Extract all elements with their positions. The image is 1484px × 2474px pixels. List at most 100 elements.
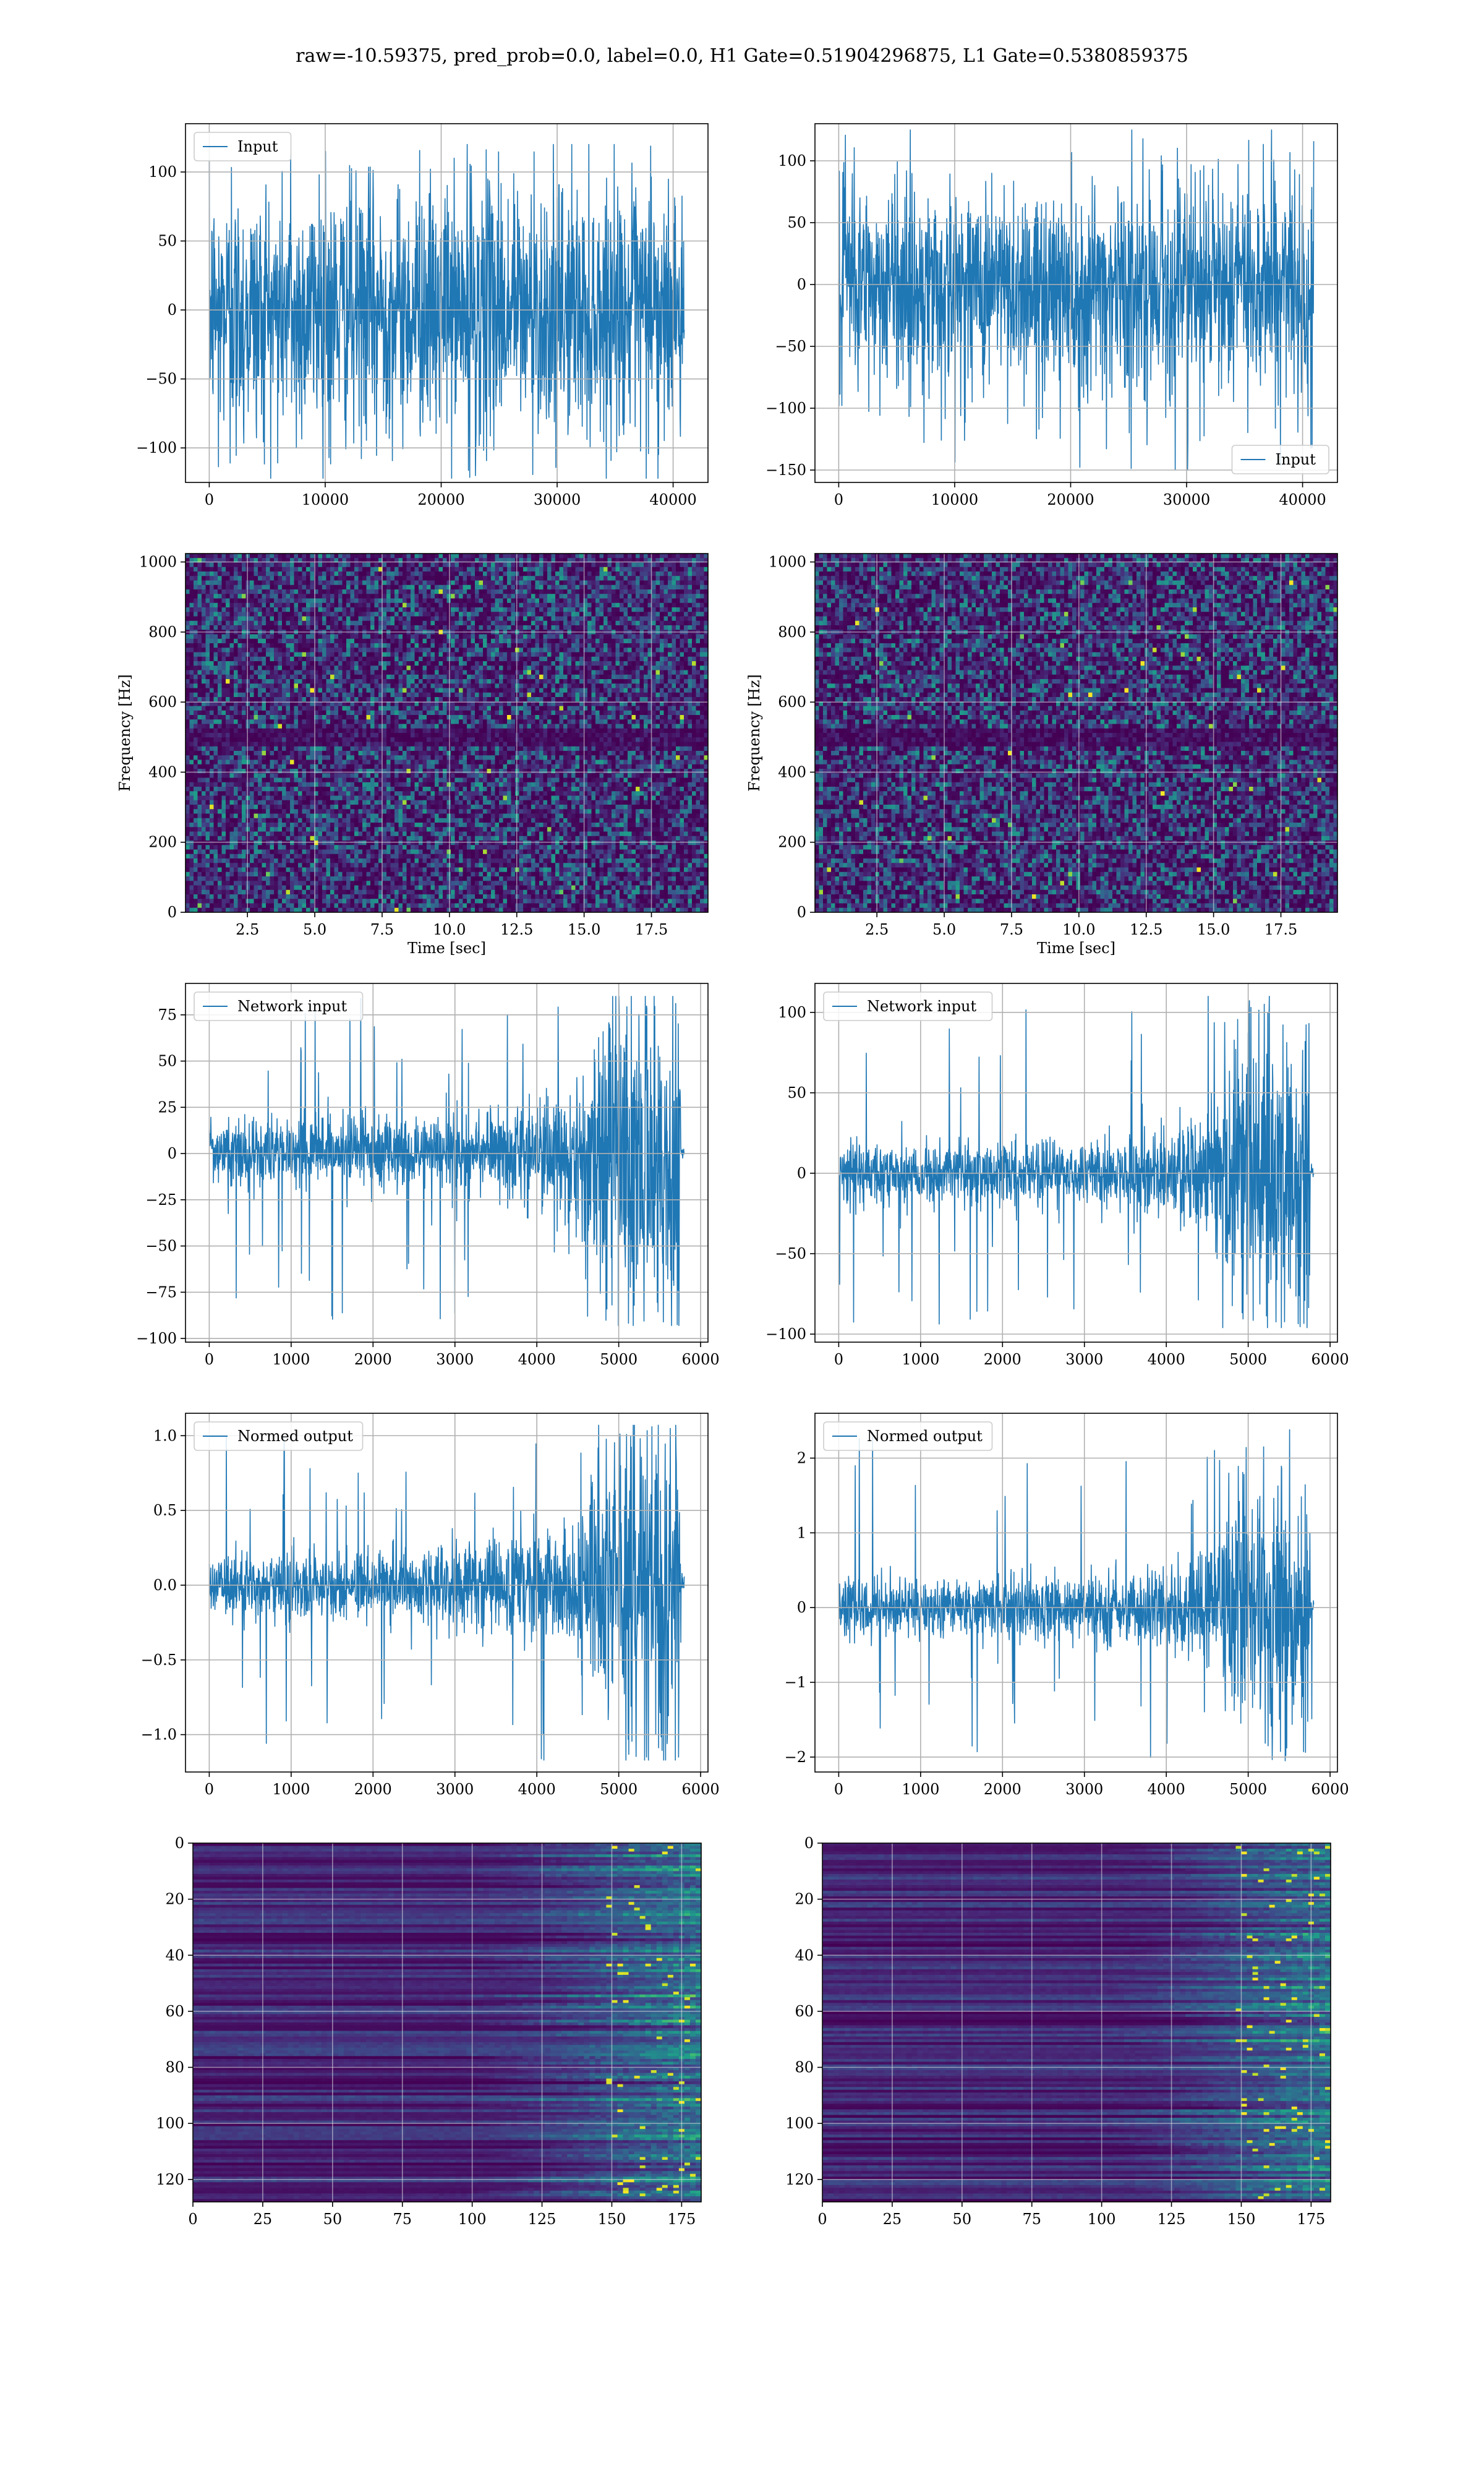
heatmap-cell [258,567,263,572]
heatmap-cell [612,607,616,612]
heatmap-cell [326,719,331,725]
heatmap-cell [551,715,556,720]
heatmap-cell [350,710,355,716]
heatmap-cell [274,616,279,622]
heatmap-cell [688,706,693,711]
heatmap-cell [386,710,391,716]
heatmap-cell [202,656,207,662]
heatmap-cell [704,594,708,599]
heatmap-cell [342,620,347,626]
heatmap-cell [266,661,271,666]
heatmap-cell [382,688,387,693]
heatmap-cell [382,620,387,626]
heatmap-cell [422,688,427,693]
heatmap-cell [202,643,207,648]
heatmap-cell [226,584,231,590]
heatmap-cell [262,616,267,622]
heatmap-cell [213,616,218,622]
heatmap-cell [189,670,194,675]
heatmap-cell [318,558,323,563]
heatmap-cell [258,584,263,590]
heatmap-cell [414,607,419,612]
heatmap-cell [495,554,500,559]
heatmap-cell [234,576,239,581]
heatmap-cell [398,715,403,720]
heatmap-cell [411,589,416,594]
heatmap-cell [551,692,556,698]
heatmap-cell [620,670,625,675]
heatmap-cell [483,683,488,689]
heatmap-cell [370,674,375,680]
heatmap-cell [422,679,427,684]
heatmap-cell [302,634,307,640]
heatmap-cell [197,638,202,644]
heatmap-cell [696,706,701,711]
heatmap-cell [591,674,596,680]
heatmap-cell [603,598,608,604]
heatmap-cell [467,683,472,689]
heatmap-cell [454,602,459,608]
heatmap-cell [386,554,391,559]
heatmap-cell [302,620,307,626]
heatmap-cell [579,679,584,684]
heatmap-cell [427,643,432,648]
heatmap-cell [314,580,319,586]
heatmap-cell [668,697,673,702]
heatmap-cell [342,567,347,572]
heatmap-cell [411,584,416,590]
heatmap-cell [559,584,564,590]
heatmap-cell [487,634,492,640]
heatmap-cell [700,562,705,568]
heatmap-cell [487,701,492,707]
heatmap-cell [503,656,508,662]
series-line [838,129,1315,471]
heatmap-cell [318,620,323,626]
heatmap-cell [644,620,649,626]
heatmap-cell [310,562,315,568]
heatmap-cell [583,580,588,586]
heatmap-cell [700,692,705,698]
heatmap-cell [202,554,207,559]
heatmap-cell [390,567,395,572]
heatmap-cell [612,706,616,711]
heatmap-cell [326,670,331,675]
heatmap-cell [692,580,697,586]
heatmap-cell [563,625,568,630]
heatmap-cell [655,625,660,630]
heatmap-cell [342,571,347,576]
heatmap-cell [527,584,532,590]
heatmap-cell [419,688,424,693]
heatmap-cell [547,576,552,581]
heatmap-cell [213,701,218,707]
heatmap-cell [507,620,512,626]
heatmap-cell [620,580,625,586]
heatmap-cell [543,666,548,671]
heatmap-cell [411,576,416,581]
heatmap-cell [620,697,625,702]
heatmap-cell [459,683,464,689]
heatmap-cell [197,656,202,662]
heatmap-cell [334,589,339,594]
heatmap-cell [680,692,684,698]
heatmap-cell [438,589,443,594]
heatmap-cell [672,554,676,559]
heatmap-cell [559,602,564,608]
heatmap-cell [507,652,512,657]
heatmap-cell [205,584,210,590]
heatmap-cell [471,612,475,617]
heatmap-cell [571,652,576,657]
heatmap-cell [226,616,231,622]
heatmap-cell [435,584,440,590]
heatmap-cell [487,598,492,604]
heatmap-cell [374,683,379,689]
heatmap-cell [354,652,359,657]
heatmap-cell [499,612,504,617]
heatmap-cell [237,679,242,684]
heatmap-cell [218,719,223,725]
heatmap-cell [571,558,576,563]
heatmap-cell [438,612,443,617]
heatmap-cell [688,652,693,657]
heatmap-cell [310,558,315,563]
heatmap-cell [406,656,411,662]
heatmap-cell [314,625,319,630]
